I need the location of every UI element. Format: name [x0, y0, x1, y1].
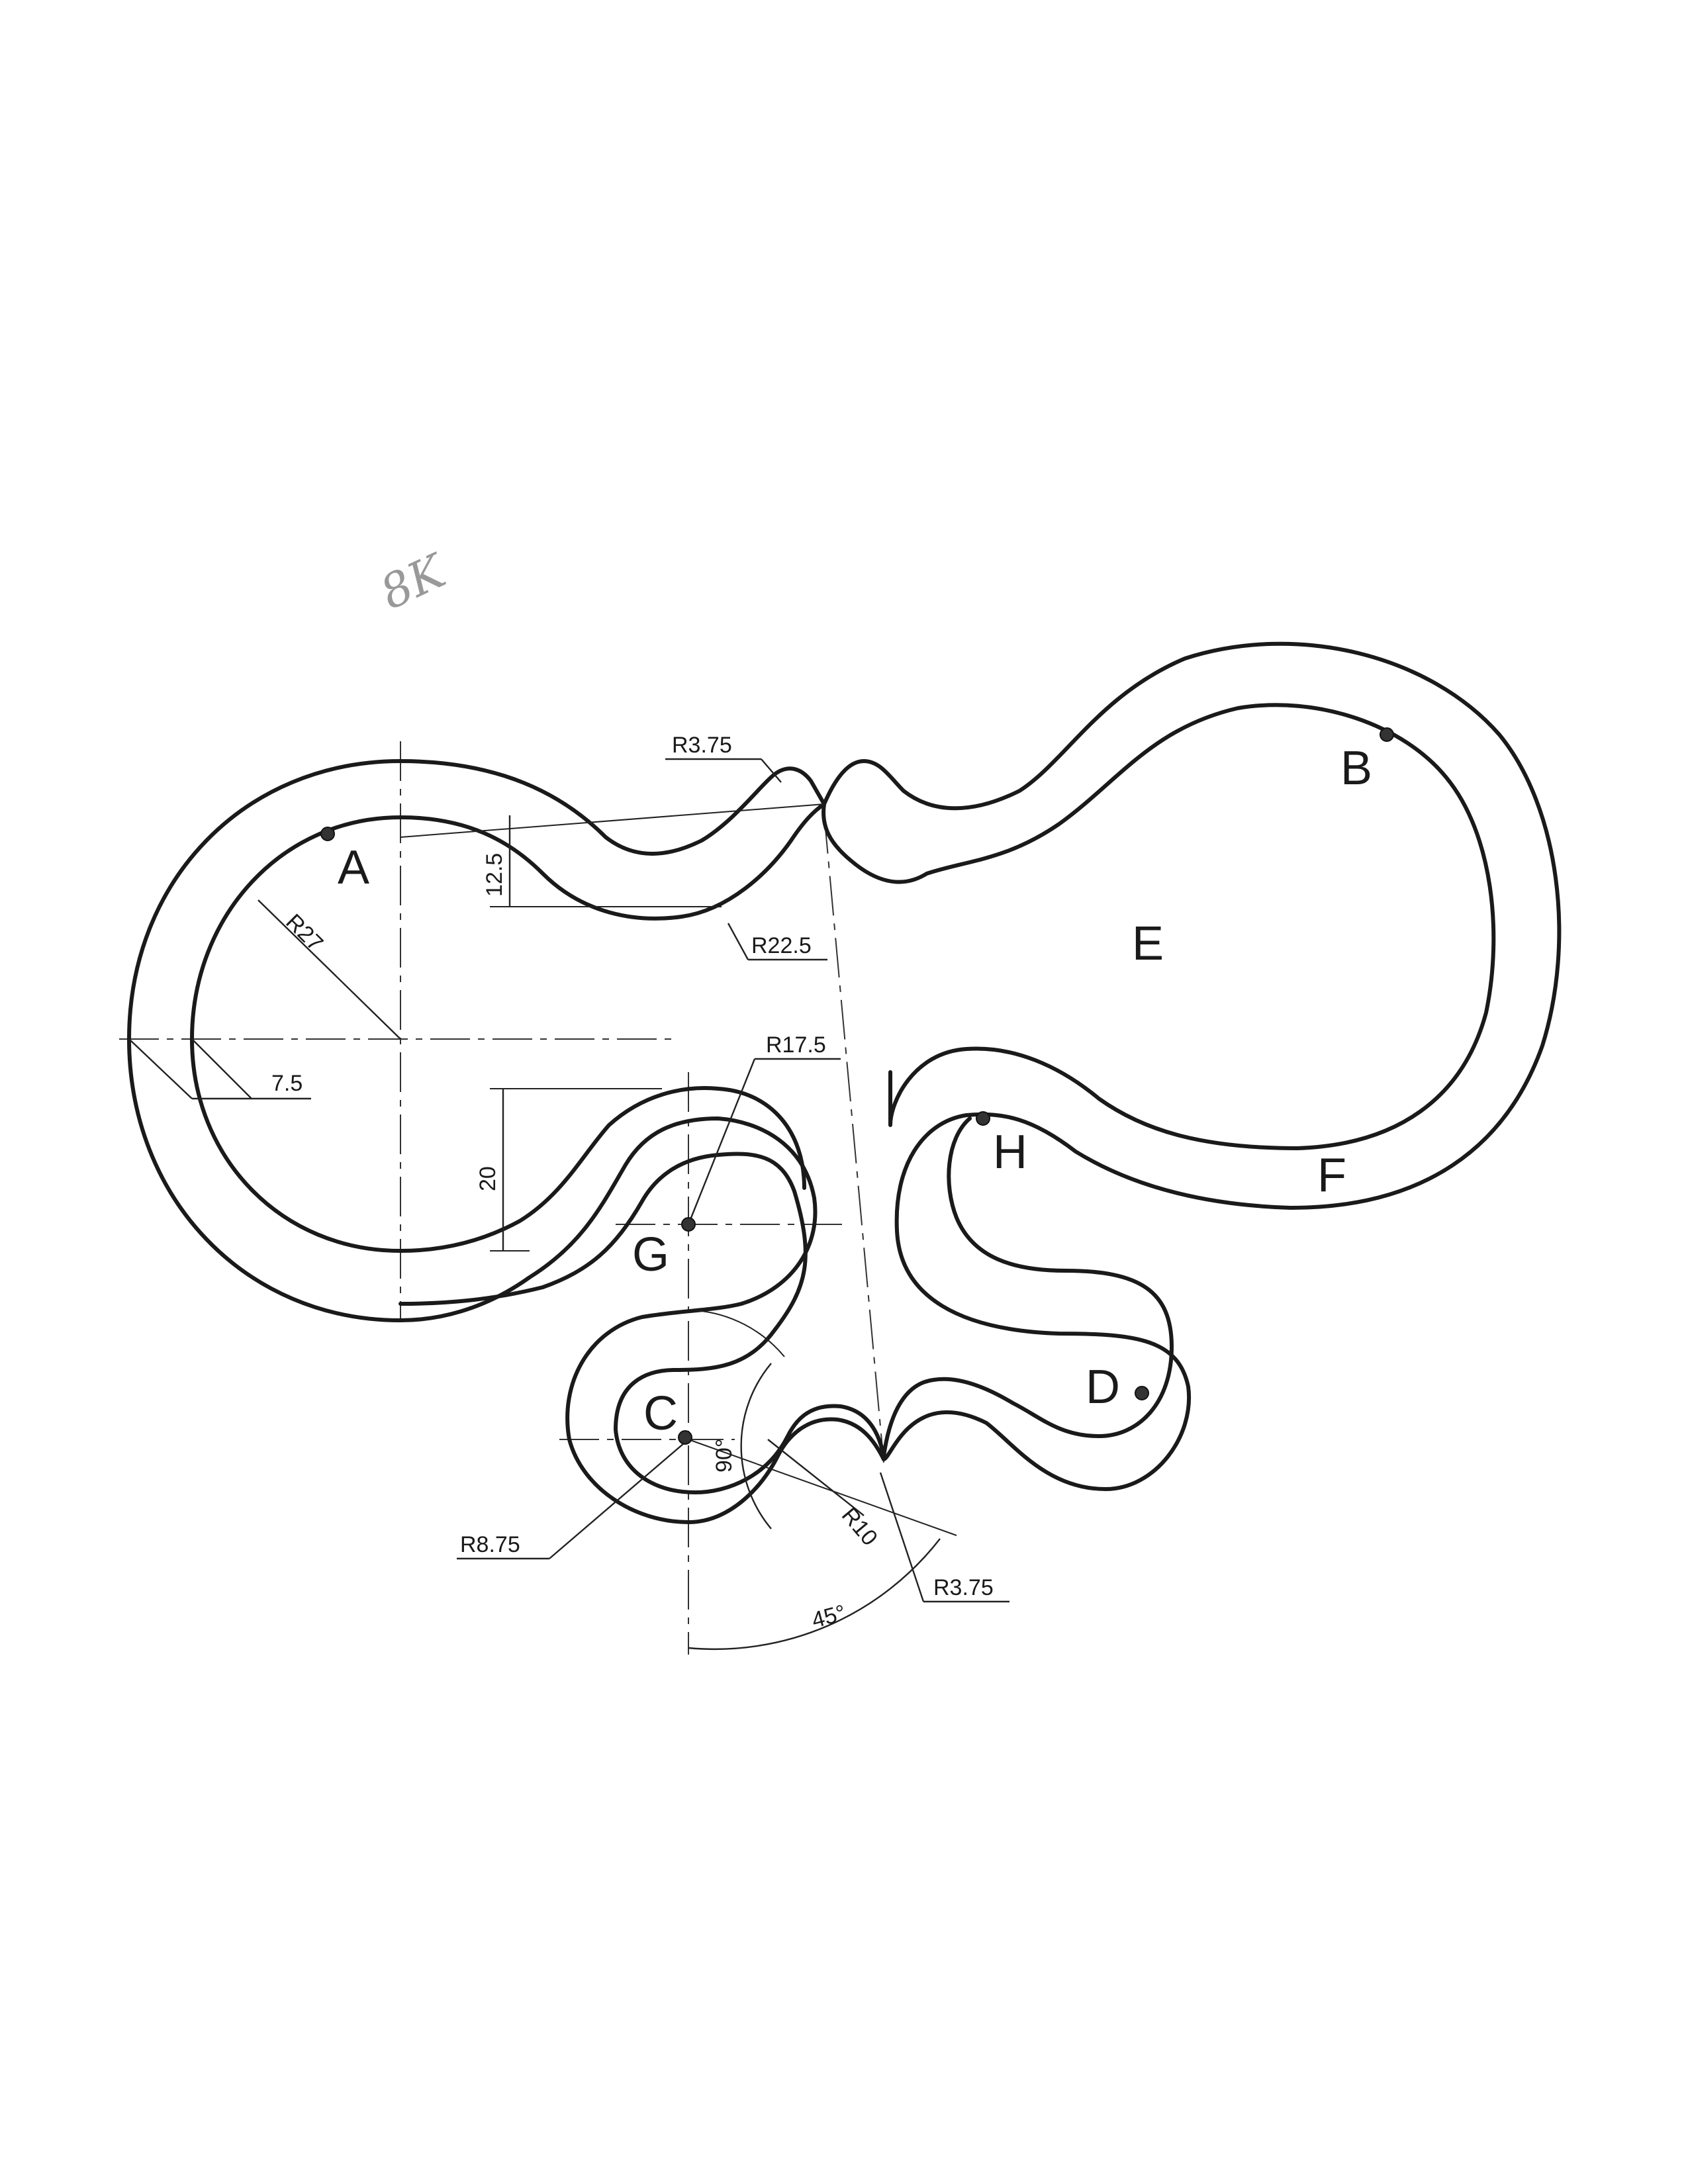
dim-h125: 12.5 — [482, 853, 507, 897]
point-d-marker — [1135, 1386, 1149, 1400]
dim-r175: R17.5 — [766, 1032, 826, 1058]
dim-r225: R22.5 — [751, 933, 812, 958]
dim-h20: 20 — [475, 1166, 500, 1191]
point-g-marker — [681, 1217, 696, 1232]
point-label-e: E — [1132, 917, 1164, 970]
point-c-marker — [678, 1430, 692, 1445]
dim-r875: R8.75 — [460, 1532, 520, 1557]
track-inner-edge — [190, 703, 1496, 1494]
point-label-f: F — [1317, 1149, 1346, 1202]
point-label-a: A — [338, 841, 369, 894]
point-a-marker — [320, 827, 335, 841]
track-outer-edge — [127, 641, 1562, 1524]
handwritten-note: 8K — [372, 543, 455, 620]
point-label-h: H — [993, 1126, 1027, 1179]
dim-d75: 7.5 — [271, 1071, 303, 1096]
dimension-lines — [128, 758, 1009, 1651]
point-label-d: D — [1086, 1361, 1120, 1414]
center-lines — [119, 741, 884, 1655]
point-h-marker — [976, 1111, 990, 1126]
dim-r375-top: R3.75 — [672, 733, 732, 758]
point-label-c: C — [643, 1387, 678, 1440]
point-label-b: B — [1340, 742, 1372, 795]
point-b-marker — [1380, 727, 1394, 742]
dim-a90: 90° — [712, 1439, 737, 1473]
point-markers — [320, 727, 1394, 1445]
dim-a45: 45° — [809, 1600, 849, 1633]
dim-r10: R10 — [837, 1503, 882, 1551]
point-label-g: G — [632, 1228, 669, 1281]
dim-r375-bottom: R3.75 — [933, 1575, 994, 1600]
dim-r27: R27 — [281, 909, 328, 956]
